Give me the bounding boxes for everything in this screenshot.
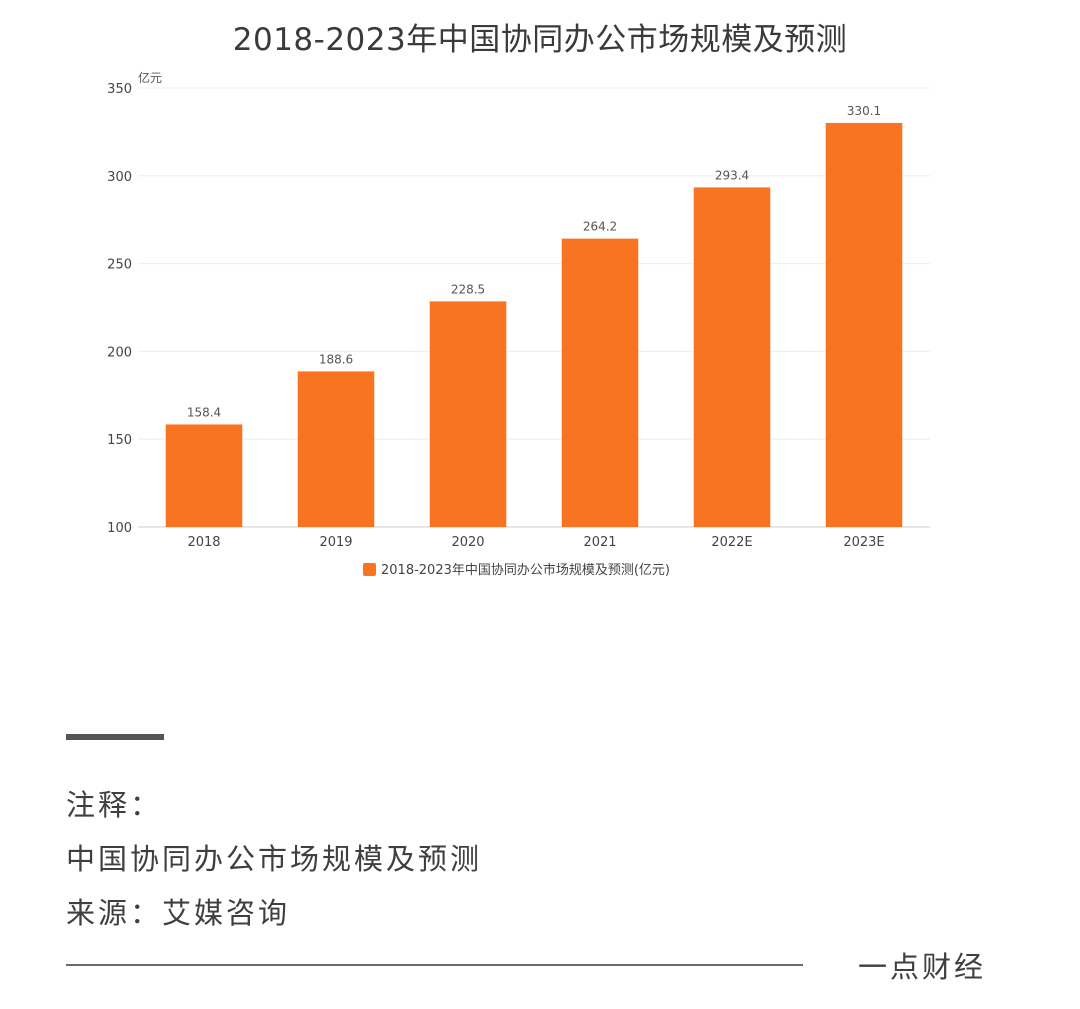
y-tick-label: 200 <box>107 345 132 360</box>
data-label-2018: 158.4 <box>187 405 221 419</box>
bar-2021 <box>561 238 639 527</box>
footer-brand: 一点财经 <box>858 950 987 984</box>
data-label-2022E: 293.4 <box>715 168 749 182</box>
footer-divider-line <box>66 964 803 966</box>
x-tick-label-2022E: 2022E <box>711 535 752 550</box>
data-label-2021: 264.2 <box>583 220 617 234</box>
notes-block: 注释： 中国协同办公市场规模及预测 来源：艾媒咨询 <box>66 778 482 940</box>
y-tick-label: 100 <box>107 521 132 536</box>
notes-divider-bar <box>66 734 164 740</box>
grid-lines <box>138 87 930 440</box>
x-tick-label-2019: 2019 <box>319 535 352 550</box>
bars <box>165 122 903 528</box>
x-tick-labels: 2018 2019 2020 2021 2022E 2023E <box>187 535 884 550</box>
data-label-2020: 228.5 <box>451 282 485 296</box>
y-tick-labels: 100 150 200 250 300 350 <box>107 82 132 536</box>
y-tick-label: 250 <box>107 258 132 273</box>
notes-description: 中国协同办公市场规模及预测 <box>66 842 483 876</box>
y-axis-unit-label: 亿元 <box>138 70 162 85</box>
notes-heading: 注释： <box>66 788 163 822</box>
x-tick-label-2021: 2021 <box>583 535 616 550</box>
bar-2018 <box>165 424 243 527</box>
chart-title: 2018-2023年中国协同办公市场规模及预测 <box>232 22 848 58</box>
bar-chart: 亿元 100 150 200 250 300 350 158.4 188.6 228.5 264… <box>107 70 930 578</box>
bar-2020 <box>429 301 507 527</box>
notes-source: 来源：艾媒咨询 <box>66 896 291 930</box>
bar-2019 <box>297 371 375 527</box>
bar-2023E <box>825 122 903 527</box>
y-tick-label: 350 <box>107 82 132 97</box>
y-tick-label: 150 <box>107 433 132 448</box>
bar-2022E <box>693 187 771 528</box>
x-tick-label-2023E: 2023E <box>843 535 884 550</box>
legend: 2018-2023年中国协同办公市场规模及预测(亿元) <box>363 562 670 578</box>
data-label-2023E: 330.1 <box>847 104 881 118</box>
legend-swatch <box>363 563 376 576</box>
y-tick-label: 300 <box>107 170 132 185</box>
data-labels: 158.4 188.6 228.5 264.2 293.4 330.1 <box>187 104 881 420</box>
x-tick-label-2018: 2018 <box>187 535 220 550</box>
x-tick-label-2020: 2020 <box>451 535 484 550</box>
legend-label: 2018-2023年中国协同办公市场规模及预测(亿元) <box>381 562 670 578</box>
data-label-2019: 188.6 <box>319 352 353 366</box>
